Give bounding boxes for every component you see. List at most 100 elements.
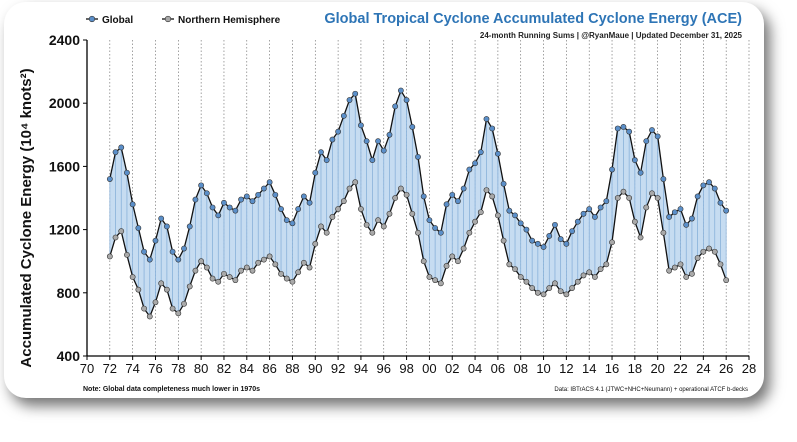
nh-point xyxy=(477,209,484,216)
global-point xyxy=(466,166,473,173)
nh-point xyxy=(261,256,267,263)
nh-point xyxy=(489,193,496,200)
nh-point xyxy=(506,261,513,268)
legend-label-0: Global xyxy=(102,15,133,26)
nh-point xyxy=(266,253,273,260)
legend-label-1: Northern Hemisphere xyxy=(178,15,281,26)
nh-point xyxy=(569,285,575,291)
global-point xyxy=(335,128,342,135)
axes xyxy=(83,39,750,360)
global-point xyxy=(477,149,484,156)
nh-point xyxy=(163,286,170,293)
x-tick-label-02: 02 xyxy=(445,361,459,376)
global-point xyxy=(620,124,627,130)
nh-point xyxy=(226,274,233,280)
nh-point xyxy=(677,261,684,268)
global-point xyxy=(255,191,262,198)
global-point xyxy=(221,199,227,206)
nh-point xyxy=(534,289,541,296)
x-tick-label-76: 76 xyxy=(148,361,162,376)
nh-point xyxy=(415,229,421,236)
nh-point xyxy=(717,261,724,268)
nh-point xyxy=(135,286,142,293)
global-point xyxy=(460,185,467,192)
nh-point xyxy=(323,229,330,236)
global-point xyxy=(637,169,644,176)
nh-point xyxy=(563,291,570,298)
difference-band xyxy=(109,90,727,317)
global-point xyxy=(666,214,673,220)
nh-point xyxy=(340,198,347,205)
x-tick-label-94: 94 xyxy=(354,361,368,376)
global-point xyxy=(506,207,513,214)
nh-point xyxy=(392,195,399,201)
global-point xyxy=(449,191,456,198)
nh-point xyxy=(466,229,473,236)
x-tick-label-06: 06 xyxy=(491,361,505,376)
global-point xyxy=(420,193,427,200)
global-point xyxy=(283,217,290,224)
global-point xyxy=(517,220,524,227)
nh-point xyxy=(574,278,581,285)
chart-subtitle: 24-month Running Sums | @RyanMaue | Upda… xyxy=(480,31,743,40)
nh-point xyxy=(723,277,730,284)
nh-point xyxy=(255,259,262,266)
y-tick-label-800: 800 xyxy=(57,285,81,301)
global-point xyxy=(580,210,587,217)
nh-point xyxy=(426,274,433,280)
x-tick-label-08: 08 xyxy=(513,361,527,376)
nh-point xyxy=(358,206,364,212)
x-tick-label-88: 88 xyxy=(285,361,299,376)
nh-point xyxy=(152,299,159,306)
nh-point xyxy=(620,188,627,195)
nh-point xyxy=(141,305,147,312)
global-point xyxy=(626,128,633,135)
nh-point xyxy=(318,223,324,230)
global-point xyxy=(198,182,205,189)
global-point xyxy=(706,179,712,186)
nh-point xyxy=(449,253,456,260)
global-point xyxy=(243,193,250,200)
y-tick-label-2400: 2400 xyxy=(49,32,80,48)
global-point xyxy=(569,228,575,235)
nh-point xyxy=(694,255,701,261)
global-point xyxy=(717,199,724,206)
x-tick-label-96: 96 xyxy=(377,361,391,376)
global-point xyxy=(261,185,267,192)
global-point xyxy=(163,223,170,230)
y-tick-label-1200: 1200 xyxy=(49,222,80,238)
nh-point xyxy=(597,266,604,272)
x-tick-label-12: 12 xyxy=(559,361,573,376)
x-tick-label-72: 72 xyxy=(103,361,117,376)
series-layer xyxy=(106,87,730,320)
nh-point xyxy=(472,218,478,225)
x-tick-label-80: 80 xyxy=(194,361,208,376)
nh-point xyxy=(403,191,410,198)
nh-point xyxy=(529,285,536,291)
x-tick-label-14: 14 xyxy=(582,361,596,376)
global-point xyxy=(614,125,621,132)
global-point xyxy=(574,218,581,225)
global-point xyxy=(455,198,461,205)
global-point xyxy=(181,245,187,252)
nh-point xyxy=(643,204,650,211)
nh-point xyxy=(609,239,615,246)
nh-point xyxy=(700,248,707,255)
global-point xyxy=(603,198,610,205)
global-point xyxy=(489,125,496,132)
x-tick-label-26: 26 xyxy=(719,361,733,376)
nh-point xyxy=(443,263,450,269)
y-axis-label: Accumulated Cyclone Energy (10⁴ knots²) xyxy=(18,68,35,367)
global-point xyxy=(358,122,364,129)
global-point xyxy=(392,103,399,110)
nh-point xyxy=(455,258,461,265)
global-point xyxy=(403,97,410,103)
nh-point xyxy=(637,234,644,241)
source-text: Data: IBTrACS 4.1 (JTWC+NHC+Neumann) + o… xyxy=(554,387,748,393)
nh-point xyxy=(580,272,587,279)
nh-point xyxy=(557,288,564,295)
nh-point xyxy=(243,264,250,271)
global-point xyxy=(375,138,381,145)
x-tick-label-04: 04 xyxy=(468,361,482,376)
global-point xyxy=(563,240,570,247)
